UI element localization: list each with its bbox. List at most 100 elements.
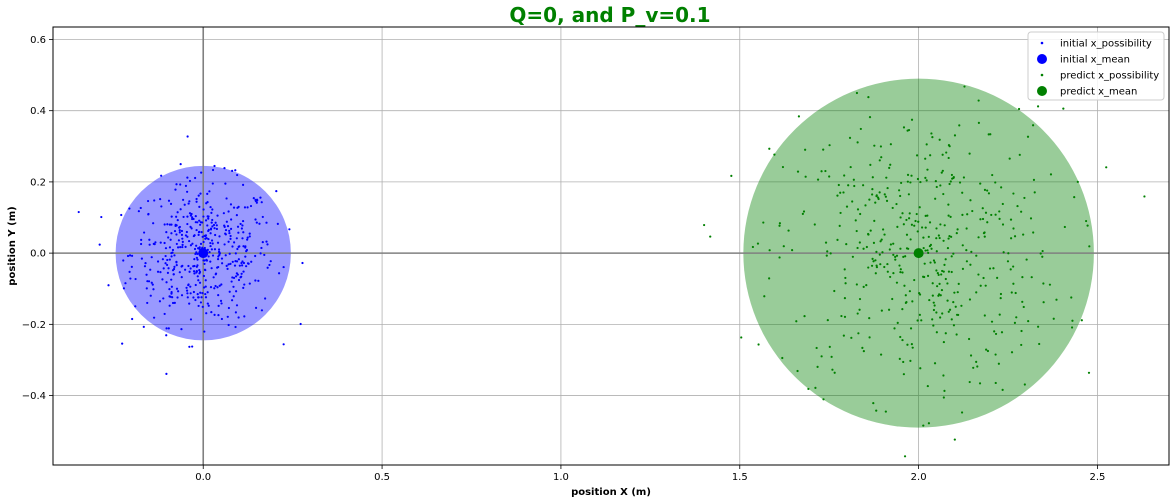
sample-point	[241, 183, 245, 186]
sample-point	[975, 254, 978, 257]
sample-point	[193, 234, 196, 237]
sample-point	[948, 145, 951, 148]
sample-point	[994, 353, 997, 356]
sample-point	[1006, 260, 1010, 263]
y-tick-label: 0.6	[30, 35, 46, 46]
sample-point	[194, 298, 197, 302]
sample-point	[148, 238, 151, 241]
sample-point	[172, 267, 176, 271]
sample-point	[148, 243, 151, 246]
sample-point	[935, 185, 938, 189]
sample-point	[184, 184, 188, 187]
sample-point	[983, 235, 986, 238]
sample-point	[820, 170, 823, 173]
x-tick-label: 2.5	[1090, 472, 1106, 483]
sample-point	[181, 245, 184, 249]
sample-point	[1073, 196, 1076, 199]
sample-point	[209, 228, 213, 231]
sample-point	[828, 345, 831, 348]
y-axis-label: position Y (m)	[7, 206, 18, 285]
sample-point	[214, 273, 217, 276]
sample-point	[175, 233, 178, 236]
sample-point	[994, 332, 998, 336]
sample-point	[1018, 153, 1021, 156]
sample-point	[934, 197, 937, 200]
sample-point	[961, 244, 964, 247]
sample-point	[824, 241, 828, 244]
sample-point	[889, 243, 892, 246]
sample-point	[1038, 342, 1041, 346]
sample-point	[968, 298, 972, 301]
sample-point	[932, 324, 935, 327]
sample-point	[201, 235, 204, 238]
sample-point	[202, 240, 205, 244]
sample-point	[227, 240, 230, 243]
sample-point	[839, 191, 842, 194]
sample-point	[191, 216, 194, 219]
sample-point	[855, 283, 858, 286]
sample-point	[241, 224, 244, 227]
sample-point	[926, 249, 929, 252]
sample-point	[881, 251, 884, 254]
sample-point	[220, 257, 224, 260]
sample-point	[1041, 249, 1044, 253]
sample-point	[1020, 329, 1023, 333]
sample-point	[813, 223, 816, 226]
sample-point	[209, 260, 212, 263]
sample-point	[889, 143, 892, 146]
sample-point	[205, 312, 208, 315]
sample-point	[207, 228, 210, 231]
sample-point	[177, 239, 181, 242]
sample-point	[189, 318, 193, 321]
mean-marker	[913, 248, 924, 259]
sample-point	[773, 153, 776, 156]
sample-point	[238, 264, 241, 267]
sample-point	[163, 312, 166, 316]
sample-point	[950, 255, 953, 258]
sample-point	[922, 236, 925, 239]
sample-point	[186, 135, 189, 138]
sample-point	[906, 173, 910, 176]
sample-point	[210, 221, 213, 224]
sample-point	[190, 227, 193, 230]
sample-point	[999, 292, 1003, 296]
x-tick-label: 1.0	[553, 472, 569, 483]
sample-point	[184, 268, 187, 271]
sample-point	[1080, 319, 1083, 322]
sample-point	[237, 231, 240, 234]
sample-point	[224, 228, 228, 232]
sample-point	[826, 250, 829, 253]
sample-point	[176, 296, 179, 299]
sample-point	[937, 273, 940, 277]
sample-point	[246, 238, 249, 241]
sample-point	[254, 306, 258, 309]
sample-point	[185, 230, 188, 234]
sample-point	[154, 241, 157, 244]
sample-point	[924, 176, 927, 179]
sample-point	[259, 252, 262, 255]
sample-point	[176, 246, 180, 249]
sample-point	[128, 207, 131, 210]
sample-point	[891, 206, 894, 210]
sample-point	[186, 215, 189, 218]
sample-point	[874, 201, 877, 204]
sample-point	[956, 228, 959, 231]
sample-point	[269, 260, 272, 263]
sample-point	[194, 176, 197, 180]
sample-point	[948, 308, 952, 311]
sample-point	[175, 264, 178, 267]
sample-point	[149, 294, 152, 297]
sample-point	[212, 276, 215, 279]
sample-point	[939, 316, 942, 319]
sample-point	[161, 278, 164, 281]
sample-point	[260, 246, 263, 250]
sample-point	[190, 212, 193, 216]
sample-point	[234, 169, 237, 172]
sample-point	[983, 188, 987, 191]
sample-point	[200, 231, 203, 234]
sample-point	[220, 283, 223, 286]
sample-point	[193, 247, 197, 251]
sample-point	[178, 225, 182, 229]
sample-point	[1049, 173, 1053, 176]
